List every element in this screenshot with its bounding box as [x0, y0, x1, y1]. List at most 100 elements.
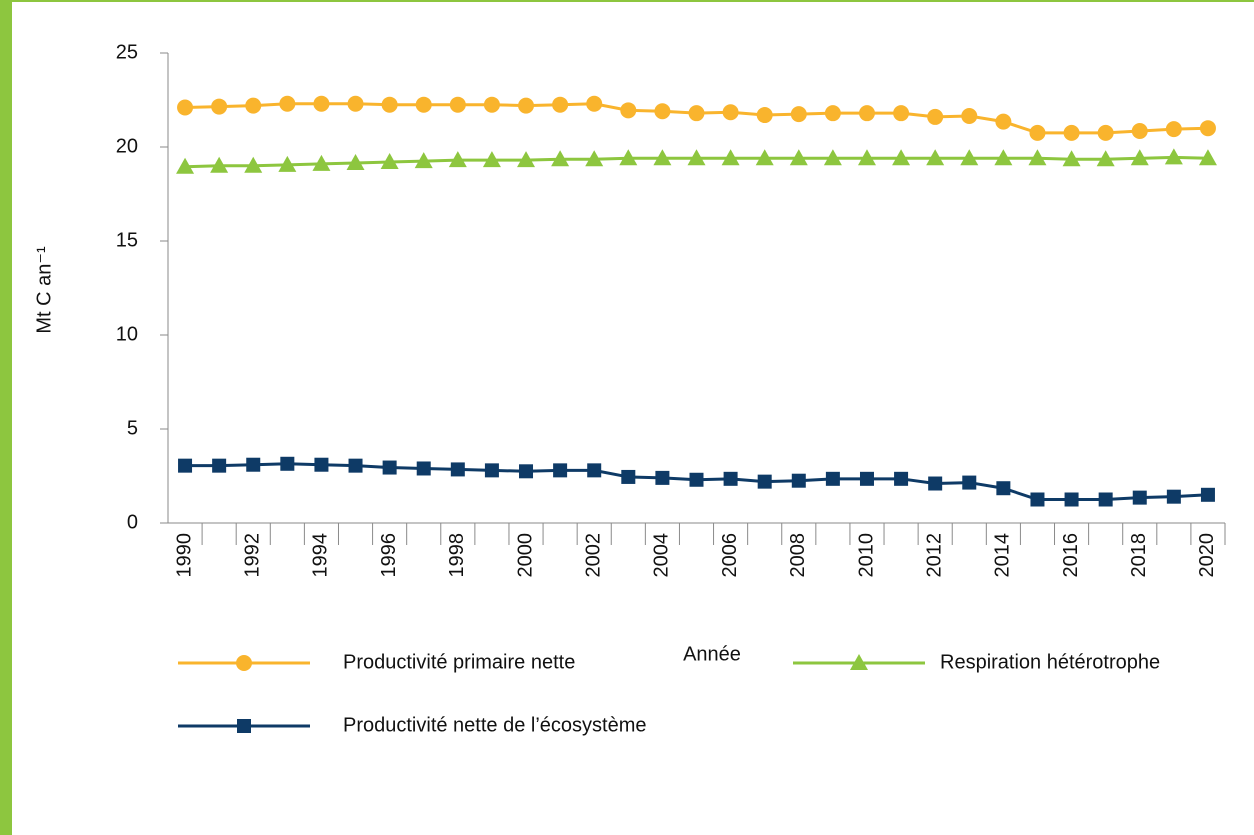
x-tick-label: 2002 — [582, 533, 604, 578]
point — [587, 463, 602, 478]
point — [483, 96, 500, 113]
point — [484, 463, 499, 478]
point — [894, 471, 909, 486]
point — [723, 471, 738, 486]
legend-marker — [850, 654, 868, 670]
point — [312, 154, 331, 171]
legend-label: Productivité primaire nette — [343, 651, 575, 673]
point — [245, 97, 262, 114]
point — [1062, 150, 1081, 167]
point — [960, 149, 979, 166]
point — [722, 104, 739, 121]
point — [553, 463, 568, 478]
point — [176, 157, 195, 174]
point — [1030, 492, 1045, 507]
point — [1064, 492, 1079, 507]
point — [927, 108, 944, 125]
point — [791, 473, 806, 488]
point — [926, 149, 945, 166]
y-tick-label: 5 — [127, 417, 138, 439]
x-tick-label: 2000 — [514, 533, 536, 578]
point — [586, 95, 603, 112]
x-tick-label: 2006 — [719, 533, 741, 578]
x-tick-label: 2018 — [1128, 533, 1150, 578]
x-tick-label: 2012 — [923, 533, 945, 578]
point — [1200, 487, 1215, 502]
point — [859, 471, 874, 486]
point — [381, 96, 398, 113]
point — [858, 105, 875, 122]
point — [1198, 149, 1217, 166]
x-tick-label: 1998 — [446, 533, 468, 578]
point — [448, 151, 467, 168]
point — [212, 458, 227, 473]
point — [655, 470, 670, 485]
point — [278, 155, 297, 172]
legend-label: Productivité nette de l’écosystème — [343, 714, 647, 736]
point — [177, 99, 194, 116]
point — [688, 105, 705, 122]
point — [178, 458, 193, 473]
point — [790, 106, 807, 123]
point — [756, 107, 773, 124]
point — [995, 113, 1012, 130]
point — [348, 458, 363, 473]
x-tick-label: 2008 — [787, 533, 809, 578]
point — [996, 481, 1011, 496]
point — [210, 156, 229, 173]
point — [415, 96, 432, 113]
point — [585, 150, 604, 167]
point — [314, 457, 329, 472]
point — [620, 102, 637, 119]
point — [1130, 149, 1149, 166]
point — [518, 97, 535, 114]
point — [962, 475, 977, 490]
point — [621, 469, 636, 484]
y-tick-label: 0 — [127, 511, 138, 533]
legend-marker — [236, 655, 252, 671]
point — [482, 151, 501, 168]
point — [824, 105, 841, 122]
x-tick-label: 1990 — [173, 533, 195, 578]
x-tick-label: 2016 — [1060, 533, 1082, 578]
point — [346, 153, 365, 170]
point — [757, 474, 772, 489]
y-axis-title: Mt C an⁻¹ — [33, 246, 55, 334]
point — [1029, 124, 1046, 141]
point — [1028, 149, 1047, 166]
x-tick-label: 1992 — [242, 533, 264, 578]
x-tick-label: 1994 — [310, 533, 332, 578]
x-tick-label: 2014 — [992, 533, 1014, 578]
legend-marker — [237, 719, 251, 733]
y-tick-label: 15 — [116, 229, 138, 251]
point — [347, 95, 364, 112]
point — [279, 95, 296, 112]
point — [450, 462, 465, 477]
point — [654, 103, 671, 120]
point — [246, 457, 261, 472]
point — [994, 149, 1013, 166]
y-tick-label: 10 — [116, 323, 138, 345]
point — [280, 456, 295, 471]
point — [825, 471, 840, 486]
point — [1164, 148, 1183, 165]
point — [1166, 489, 1181, 504]
top-rule — [0, 0, 1254, 2]
point — [1131, 123, 1148, 140]
point — [517, 151, 536, 168]
point — [382, 460, 397, 475]
point — [687, 149, 706, 166]
point — [1165, 121, 1182, 138]
side-bar — [0, 0, 12, 835]
point — [961, 107, 978, 124]
point — [857, 149, 876, 166]
point — [721, 149, 740, 166]
point — [552, 96, 569, 113]
x-tick-label: 1996 — [378, 533, 400, 578]
point — [519, 464, 534, 479]
point — [755, 149, 774, 166]
point — [893, 105, 910, 122]
y-tick-label: 25 — [116, 41, 138, 63]
point — [653, 149, 672, 166]
